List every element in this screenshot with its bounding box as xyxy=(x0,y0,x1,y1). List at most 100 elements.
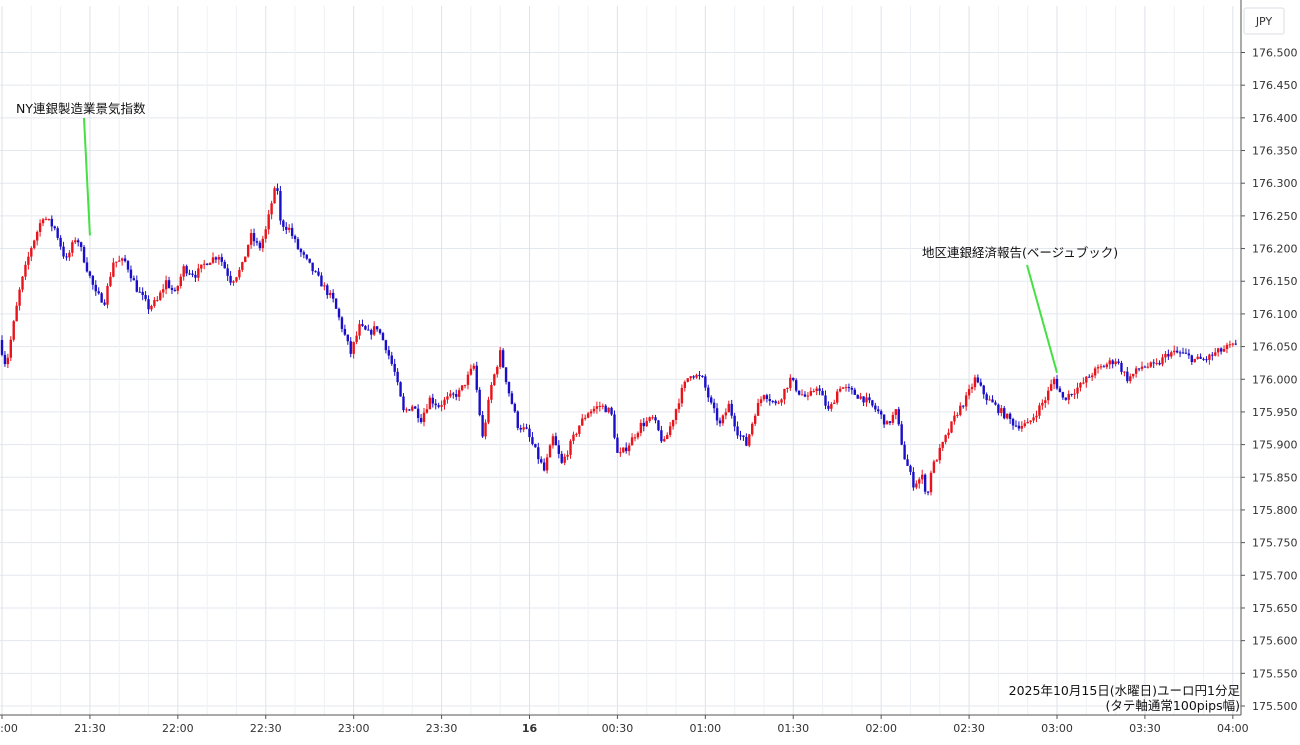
candle xyxy=(419,413,423,424)
candle xyxy=(742,435,745,441)
candle xyxy=(71,240,74,257)
candle xyxy=(525,423,528,430)
candle xyxy=(1044,396,1047,408)
candle xyxy=(651,415,654,420)
x-tick-label: 02:00 xyxy=(865,722,897,735)
candle xyxy=(610,406,613,416)
caption-line-1: 2025年10月15日(水曜日)ユーロ円1分足 xyxy=(1009,683,1241,698)
candle xyxy=(970,383,974,394)
candle xyxy=(267,209,270,235)
candle xyxy=(255,237,259,246)
candle xyxy=(1143,365,1147,368)
candle xyxy=(1061,391,1065,400)
candle xyxy=(598,401,602,412)
candle xyxy=(367,324,370,331)
candle xyxy=(709,395,713,405)
candle xyxy=(625,442,628,454)
candle xyxy=(235,276,238,283)
candle xyxy=(287,224,291,233)
candle xyxy=(1225,342,1229,354)
candle xyxy=(1158,360,1161,366)
candle xyxy=(932,459,936,474)
grid-lines xyxy=(0,6,1241,715)
y-tick-label: 175.700 xyxy=(1252,569,1298,582)
x-tick-label: 21:30 xyxy=(74,722,106,735)
candle xyxy=(123,254,127,263)
candle xyxy=(126,260,130,273)
candle xyxy=(865,392,868,407)
candle xyxy=(944,434,947,445)
candle xyxy=(372,321,376,337)
candle xyxy=(144,291,147,302)
candle xyxy=(246,244,250,258)
y-tick-label: 175.750 xyxy=(1252,537,1298,550)
candle xyxy=(633,434,637,442)
candle xyxy=(918,477,921,489)
candle xyxy=(1190,354,1194,365)
candle xyxy=(176,285,180,295)
candle xyxy=(97,287,100,295)
candle xyxy=(888,421,892,426)
candle xyxy=(1234,339,1237,346)
candle xyxy=(501,348,505,369)
y-tick-label: 176.200 xyxy=(1252,243,1298,256)
candle xyxy=(850,385,854,395)
candle xyxy=(115,261,118,268)
candle xyxy=(733,412,736,432)
candle xyxy=(1196,353,1199,360)
y-tick-label: 175.550 xyxy=(1252,667,1298,680)
candle xyxy=(1123,371,1126,377)
candle xyxy=(1208,353,1211,365)
candle xyxy=(329,290,332,299)
candle xyxy=(1011,417,1015,430)
candle xyxy=(836,388,839,405)
candle xyxy=(323,282,326,291)
candle xyxy=(680,384,684,407)
candle xyxy=(1079,382,1082,392)
candle xyxy=(548,443,552,458)
candle xyxy=(745,433,748,447)
candle xyxy=(698,371,701,380)
candle xyxy=(847,383,851,392)
candle xyxy=(226,264,229,281)
candle xyxy=(276,183,279,195)
candle xyxy=(727,400,730,413)
candle xyxy=(1146,362,1150,369)
candle xyxy=(1152,359,1155,369)
y-tick-label: 176.500 xyxy=(1252,47,1298,60)
candle xyxy=(666,432,669,440)
candle xyxy=(513,402,517,414)
candle xyxy=(302,250,306,259)
candle xyxy=(768,393,772,406)
candle xyxy=(627,442,631,456)
candle xyxy=(434,399,437,410)
candle xyxy=(537,442,540,464)
candle xyxy=(1102,364,1106,368)
candle xyxy=(639,419,643,437)
candle xyxy=(393,358,396,376)
candle xyxy=(704,374,707,391)
x-tick-label: 22:00 xyxy=(162,722,194,735)
candle xyxy=(1058,386,1062,393)
candle xyxy=(370,328,373,340)
candle xyxy=(349,337,352,358)
x-tick-label: 16 xyxy=(522,722,538,735)
candle xyxy=(997,403,1000,416)
candle xyxy=(1173,345,1176,356)
candle xyxy=(1131,373,1135,379)
candle xyxy=(1111,359,1114,369)
candle xyxy=(657,419,660,432)
x-tick-label: 23:30 xyxy=(426,722,458,735)
candle xyxy=(1126,366,1129,384)
candle xyxy=(457,387,461,401)
candle xyxy=(569,439,572,459)
candle xyxy=(1228,340,1232,348)
candle xyxy=(607,407,610,414)
candle xyxy=(1117,358,1120,365)
candle xyxy=(30,246,33,262)
candle xyxy=(689,375,692,381)
candle xyxy=(320,272,323,287)
y-tick-label: 176.150 xyxy=(1252,275,1298,288)
candle xyxy=(1193,358,1196,363)
candle xyxy=(792,377,795,382)
